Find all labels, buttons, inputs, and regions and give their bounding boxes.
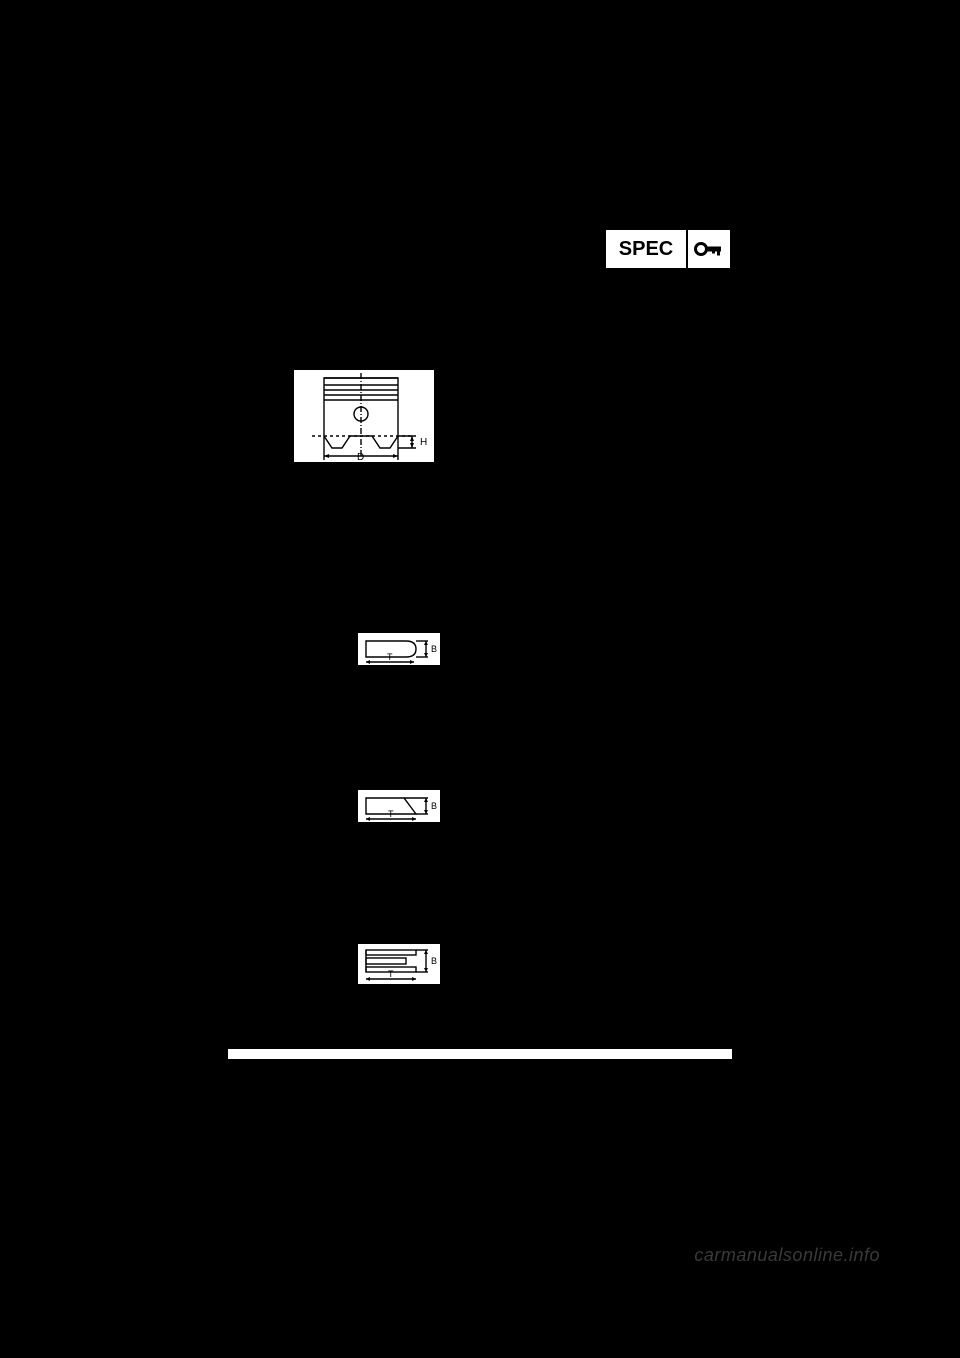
oil-ring-diagram: T B <box>358 944 440 984</box>
spec-badge: SPEC <box>604 228 732 270</box>
second-ring-b-label: B <box>431 801 437 811</box>
manual-page: SPEC <box>0 0 960 1358</box>
oil-ring-b-label: B <box>431 956 437 966</box>
second-ring-t-label: T <box>388 809 394 819</box>
top-ring-b-label: B <box>431 644 437 654</box>
watermark: carmanualsonline.info <box>694 1245 880 1266</box>
piston-h-label: H <box>420 437 427 448</box>
page-number: 2 - 7 <box>0 1058 960 1069</box>
piston-d-label: D <box>357 452 364 462</box>
second-ring-diagram: T B <box>358 790 440 822</box>
oil-ring-t-label: T <box>388 969 394 979</box>
top-ring-diagram: T B <box>358 633 440 665</box>
spec-badge-label: SPEC <box>606 230 688 268</box>
top-ring-t-label: T <box>387 652 393 662</box>
key-icon <box>688 230 730 268</box>
piston-diagram: D H <box>294 370 434 462</box>
